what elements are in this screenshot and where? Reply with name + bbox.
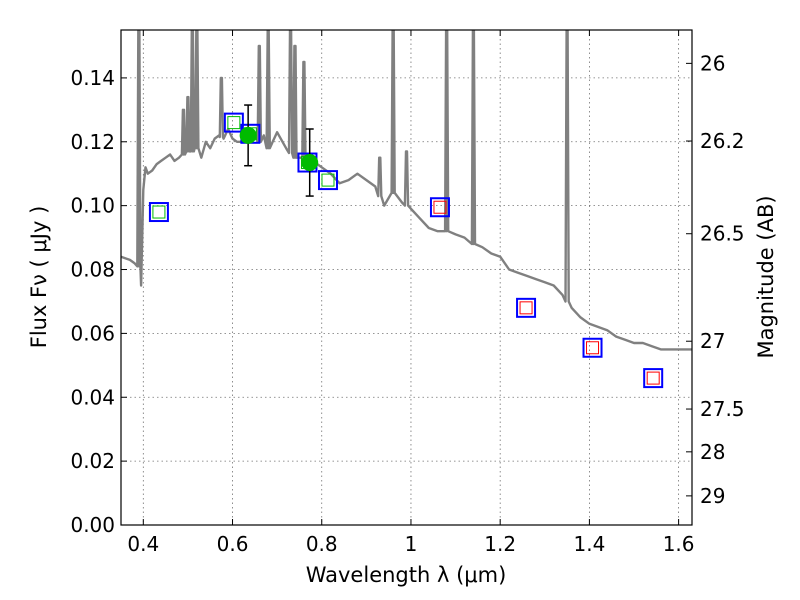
model-flux-square bbox=[429, 197, 450, 218]
model-flux-inner-square bbox=[321, 173, 335, 187]
x-tick-label: 1.6 bbox=[663, 532, 695, 556]
y2-tick-label: 28 bbox=[700, 440, 725, 464]
x-tick-label: 0.8 bbox=[306, 532, 338, 556]
grid bbox=[121, 30, 692, 526]
observed-flux-point bbox=[301, 154, 319, 172]
plot-frame bbox=[120, 29, 693, 526]
x-axis-title: Wavelength λ (μm) bbox=[306, 563, 507, 587]
model-flux-inner-square bbox=[152, 205, 166, 219]
y-tick-label: 0.04 bbox=[70, 385, 115, 409]
observed-flux-point bbox=[239, 126, 257, 144]
model-flux-square bbox=[223, 112, 244, 133]
axis-ticks: 0.4 0.6 0.8 1 1.2 1.4 1.6 0.00 0.02 0.04 0.06 0.08 0… bbox=[70, 30, 745, 556]
y-tick-label: 0.02 bbox=[70, 449, 115, 473]
model-flux-square bbox=[516, 297, 537, 318]
model-flux-inner-square bbox=[519, 301, 533, 315]
y-axis-title: Flux Fν ( μJy ) bbox=[27, 206, 51, 349]
y-tick-label: 0.14 bbox=[70, 66, 115, 90]
model-flux-inner-square bbox=[646, 371, 660, 385]
model-flux-inner-square bbox=[227, 116, 241, 130]
y-tick-label: 0.12 bbox=[70, 130, 115, 154]
y2-tick-label: 26.5 bbox=[700, 222, 745, 246]
y2-tick-label: 26 bbox=[700, 51, 725, 75]
model-flux-inner-square bbox=[586, 341, 600, 355]
y2-tick-label: 26.2 bbox=[700, 129, 745, 153]
y-tick-label: 0.08 bbox=[70, 258, 115, 282]
x-tick-label: 0.6 bbox=[217, 532, 249, 556]
y-tick-label: 0.00 bbox=[70, 513, 115, 537]
y-tick-label: 0.10 bbox=[70, 194, 115, 218]
x-tick-label: 1.2 bbox=[484, 532, 516, 556]
model-flux-square bbox=[148, 202, 169, 223]
y2-tick-label: 29 bbox=[700, 484, 725, 508]
model-flux-inner-square bbox=[433, 200, 447, 214]
model-flux-square bbox=[582, 337, 603, 358]
model-spectrum-line bbox=[121, 30, 692, 351]
y2-tick-label: 27 bbox=[700, 329, 725, 353]
model-flux-square bbox=[643, 368, 664, 389]
y2-axis-title: Magnitude (AB) bbox=[754, 195, 778, 358]
y2-tick-label: 27.5 bbox=[700, 397, 745, 421]
plot-area bbox=[121, 30, 692, 389]
y-tick-label: 0.06 bbox=[70, 321, 115, 345]
x-tick-label: 1 bbox=[405, 532, 418, 556]
x-tick-label: 1.4 bbox=[573, 532, 605, 556]
model-flux-square bbox=[317, 170, 338, 191]
x-tick-label: 0.4 bbox=[127, 532, 159, 556]
